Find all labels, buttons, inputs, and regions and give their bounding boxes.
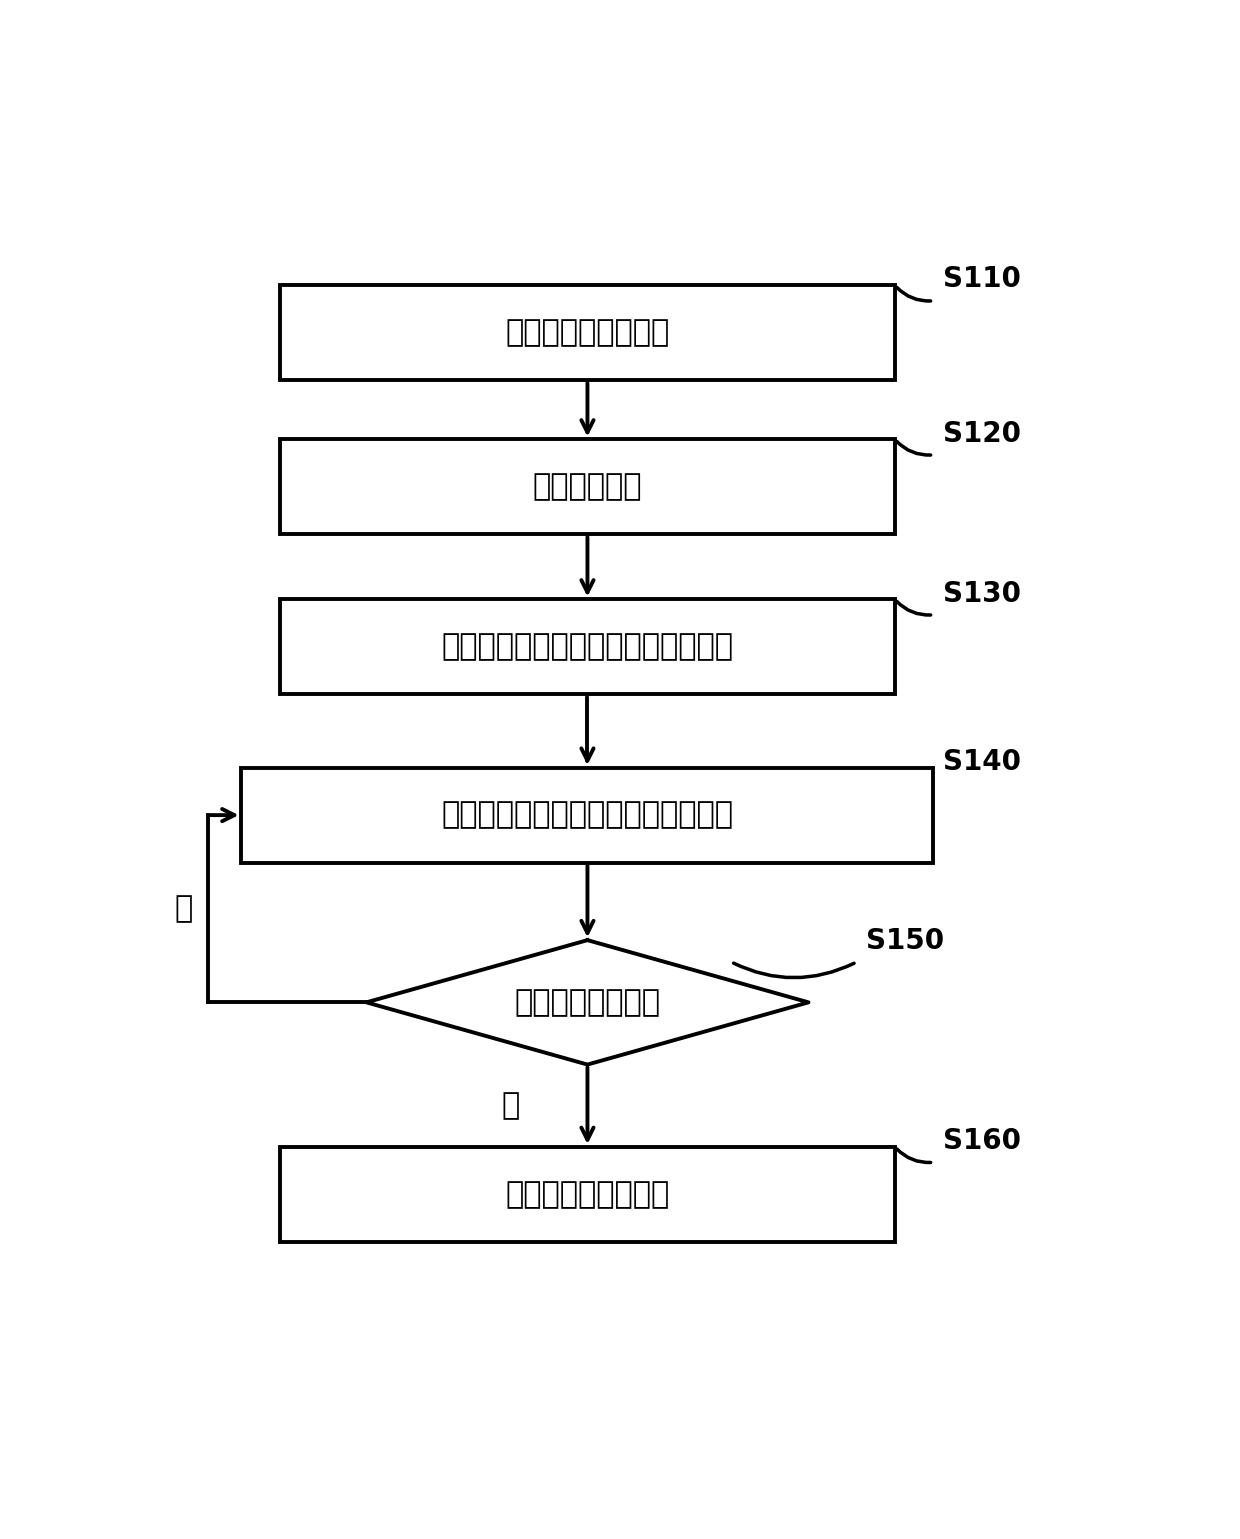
- FancyArrowPatch shape: [897, 1150, 931, 1162]
- Text: S140: S140: [942, 748, 1021, 776]
- Bar: [280, 1147, 895, 1242]
- Text: 形成道路矩阵: 形成道路矩阵: [533, 472, 642, 502]
- Text: S130: S130: [942, 580, 1021, 608]
- Text: 是: 是: [501, 1091, 520, 1120]
- FancyArrowPatch shape: [897, 442, 931, 456]
- Text: 深度优先搜索非道路上的节点和支路: 深度优先搜索非道路上的节点和支路: [441, 800, 733, 830]
- Bar: [280, 600, 895, 694]
- Polygon shape: [367, 940, 808, 1065]
- Bar: [280, 440, 895, 534]
- Bar: [280, 285, 895, 380]
- Text: S110: S110: [942, 266, 1021, 294]
- Text: S120: S120: [942, 420, 1021, 448]
- Text: S150: S150: [866, 926, 945, 954]
- Text: S160: S160: [942, 1127, 1021, 1154]
- FancyArrowPatch shape: [734, 963, 854, 977]
- Text: 获取两节点道路间包含的支路和节点: 获取两节点道路间包含的支路和节点: [441, 633, 733, 662]
- Text: 统计计算节点间损耗: 统计计算节点间损耗: [506, 1180, 670, 1208]
- Text: 判断是否完成搜索: 判断是否完成搜索: [515, 988, 661, 1017]
- Text: 否: 否: [175, 894, 193, 923]
- Bar: [242, 768, 934, 862]
- FancyArrowPatch shape: [897, 288, 931, 302]
- FancyArrowPatch shape: [897, 602, 931, 616]
- Text: 获取元件、支路损耗: 获取元件、支路损耗: [506, 319, 670, 348]
